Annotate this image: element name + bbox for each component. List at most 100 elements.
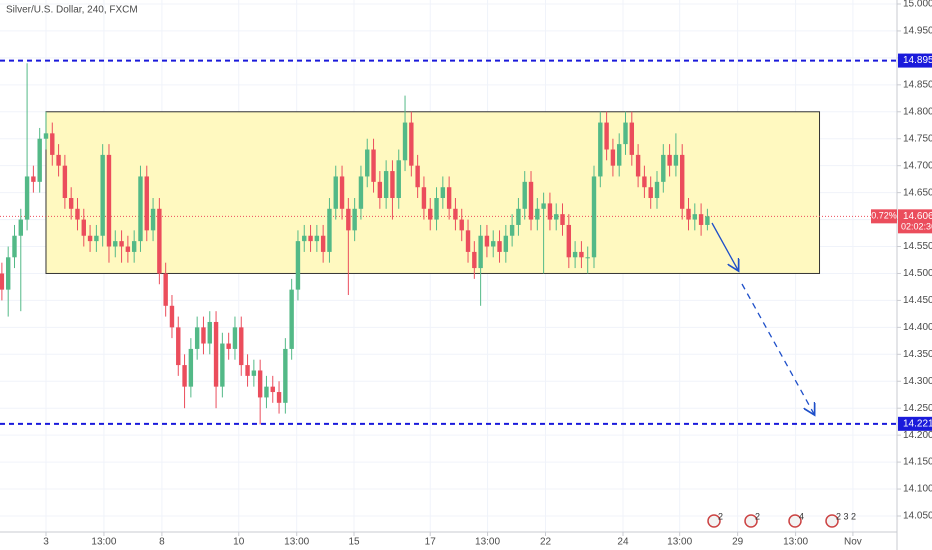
candle-body [705, 216, 710, 225]
candle-body [617, 144, 622, 166]
candle-body [302, 235, 307, 242]
candle-body [289, 289, 294, 349]
candle-body [661, 154, 666, 182]
y-tick-label: 14.150 [903, 457, 932, 468]
candle-body [610, 149, 616, 166]
candle-body [119, 241, 124, 247]
chart-title: Silver/U.S. Dollar, 240, FXCM [6, 5, 138, 16]
candle-body [591, 176, 597, 258]
candle-body [491, 241, 496, 247]
x-tick-label: 3 [43, 537, 49, 548]
candle-body [68, 198, 74, 209]
candle-body [566, 224, 572, 258]
arrow-dashed [741, 283, 814, 414]
candle-body [201, 327, 206, 344]
candle-body [43, 133, 49, 139]
level-tag [898, 53, 932, 68]
candle-body [18, 219, 23, 236]
candle-body [75, 208, 80, 220]
candle-body [585, 257, 590, 259]
candle-body [377, 181, 383, 199]
candle-body [465, 230, 471, 252]
y-tick-label: 14.800 [903, 106, 932, 117]
candle-body [150, 208, 156, 231]
price-tag [898, 209, 932, 234]
candle-body [169, 305, 175, 328]
candle-body [37, 138, 42, 182]
candle-body [459, 219, 464, 231]
candle-body [522, 181, 527, 209]
y-tick-label: 14.400 [903, 322, 932, 333]
candle-body [579, 251, 584, 258]
candle-body [194, 327, 200, 349]
candle-body [535, 208, 540, 220]
candle-body [213, 321, 219, 387]
candle-body [106, 154, 112, 247]
y-tick-label: 14.050 [903, 511, 932, 522]
event-label: 2 3 2 [836, 511, 856, 521]
price-axis-bg [897, 0, 932, 550]
event-label: 2 [755, 511, 760, 521]
event-icon [744, 514, 758, 528]
candle-body [87, 235, 93, 242]
candle-body [352, 208, 357, 231]
event-label: 4 [799, 511, 804, 521]
candle-body [623, 122, 628, 145]
candle-body [31, 176, 36, 182]
candle-body [402, 122, 408, 161]
candle-body [554, 214, 559, 220]
event-icon [825, 514, 839, 528]
candle-body [396, 160, 401, 199]
candle-body [182, 365, 187, 387]
candle-body [226, 343, 231, 349]
candle-body [188, 348, 194, 387]
candle-body [667, 154, 672, 166]
candle-body [314, 235, 320, 242]
candle-body [257, 370, 263, 398]
y-tick-label: 14.350 [903, 349, 932, 360]
candle-body [503, 235, 509, 252]
candle-body [176, 327, 181, 366]
candle-body [383, 171, 389, 199]
candle-body [207, 321, 212, 344]
y-tick-label: 14.450 [903, 295, 932, 306]
y-tick-label: 15.000 [903, 0, 932, 10]
x-tick-label: 13:00 [475, 537, 500, 548]
y-tick-label: 14.300 [903, 376, 932, 387]
candle-body [648, 187, 653, 199]
candle-body [50, 133, 55, 155]
candle-body [390, 171, 395, 199]
y-tick-label: 14.500 [903, 268, 932, 279]
candle-body [415, 165, 420, 188]
candle-body [642, 176, 647, 188]
x-tick-label: 13:00 [783, 537, 808, 548]
candle-body [692, 214, 698, 220]
y-tick-label: 14.850 [903, 79, 932, 90]
y-tick-label: 14.650 [903, 187, 932, 198]
candle-body [358, 176, 364, 209]
candle-body [679, 154, 685, 209]
candle-body [144, 176, 149, 231]
candle-body [251, 370, 257, 376]
arrow [711, 222, 738, 270]
level-tag [898, 416, 932, 431]
candle-body [56, 154, 61, 166]
x-tick-label: Nov [844, 537, 862, 548]
candle-body [472, 251, 477, 269]
candle-body [547, 203, 553, 220]
x-tick-label: 8 [159, 537, 165, 548]
candle-body [220, 343, 225, 387]
candle-body [157, 208, 162, 274]
candle-body [333, 176, 338, 209]
x-tick-label: 22 [540, 537, 552, 548]
candle-body [295, 241, 301, 290]
candle-body [497, 241, 502, 252]
candle-body [62, 165, 68, 199]
candle-body [270, 386, 275, 393]
candle-body [138, 176, 143, 242]
level-label: 14.895 [903, 55, 932, 66]
y-tick-label: 14.250 [903, 403, 932, 414]
candle-body [113, 241, 118, 247]
x-tick-label: 15 [348, 537, 360, 548]
